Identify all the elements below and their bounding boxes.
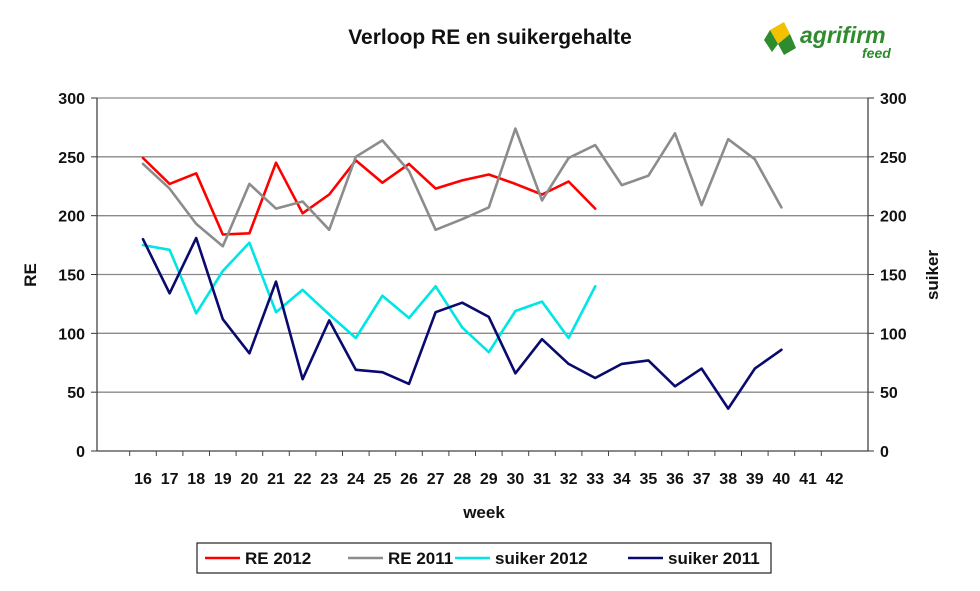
x-tick-label: 32 xyxy=(560,471,578,488)
x-tick-label: 18 xyxy=(187,471,205,488)
x-tick-label: 35 xyxy=(640,471,658,488)
legend-label: RE 2011 xyxy=(388,549,453,568)
x-tick-label: 17 xyxy=(161,471,179,488)
x-tick-label: 38 xyxy=(719,471,737,488)
x-tick-label: 23 xyxy=(320,471,338,488)
y-right-tick-label: 150 xyxy=(880,268,907,285)
legend: RE 2012 RE 2011 suiker 2012 suiker 2011 xyxy=(196,542,772,574)
y-left-tick-label: 250 xyxy=(58,150,85,167)
series-line-re-2012 xyxy=(141,156,597,236)
series-line-suiker-2011 xyxy=(141,236,783,410)
logo-mark-icon xyxy=(764,22,796,55)
x-tick-label: 40 xyxy=(773,471,791,488)
x-tick-label: 21 xyxy=(267,471,285,488)
x-tick-label: 19 xyxy=(214,471,232,488)
x-tick-label: 16 xyxy=(134,471,152,488)
logo-wordmark: agrifirm xyxy=(800,22,886,48)
x-tick-label: 34 xyxy=(613,471,631,488)
x-tick-label: 37 xyxy=(693,471,711,488)
y-axis-right-title: suiker xyxy=(923,250,942,300)
series-line-re-2011 xyxy=(141,127,783,248)
y-left-tick-label: 100 xyxy=(58,326,85,343)
y-right-tick-label: 0 xyxy=(880,444,889,461)
x-tick-label: 36 xyxy=(666,471,684,488)
series-line-suiker-2012 xyxy=(141,241,597,354)
y-right-tick-label: 200 xyxy=(880,209,907,226)
x-tick-label: 26 xyxy=(400,471,418,488)
y-right-tick-label: 250 xyxy=(880,150,907,167)
x-tick-label: 41 xyxy=(799,471,817,488)
y-right-tick-label: 50 xyxy=(880,385,898,402)
x-tick-label: 29 xyxy=(480,471,498,488)
y-axis-left-title: RE xyxy=(21,263,40,287)
y-left-tick-label: 0 xyxy=(76,444,85,461)
chart-title: Verloop RE en suikergehalte xyxy=(348,26,632,49)
y-right-tick-label: 100 xyxy=(880,326,907,343)
series-lines xyxy=(141,127,783,410)
x-tick-label: 42 xyxy=(826,471,844,488)
agrifirm-logo: agrifirm feed xyxy=(764,22,891,61)
grid xyxy=(97,97,868,393)
legend-label: suiker 2012 xyxy=(495,549,588,568)
x-tick-label: 39 xyxy=(746,471,764,488)
x-tick-label: 30 xyxy=(507,471,525,488)
axes: 0 50 100 150 200 250 300 0 50 100 150 200 250 300 16 17… xyxy=(58,91,907,488)
logo-subtext: feed xyxy=(862,45,891,61)
x-tick-label: 24 xyxy=(347,471,365,488)
x-axis-title: week xyxy=(462,503,505,522)
x-tick-label: 22 xyxy=(294,471,312,488)
y-left-tick-label: 300 xyxy=(58,91,85,108)
y-left-tick-label: 150 xyxy=(58,268,85,285)
y-right-tick-label: 300 xyxy=(880,91,907,108)
y-left-tick-label: 200 xyxy=(58,209,85,226)
x-tick-label: 20 xyxy=(241,471,259,488)
legend-label: suiker 2011 xyxy=(668,549,760,568)
x-tick-label: 28 xyxy=(453,471,471,488)
x-tick-label: 25 xyxy=(374,471,392,488)
x-tick-label: 33 xyxy=(586,471,604,488)
x-tick-label: 31 xyxy=(533,471,551,488)
legend-label: RE 2012 xyxy=(245,549,311,568)
y-left-tick-label: 50 xyxy=(67,385,85,402)
x-tick-label: 27 xyxy=(427,471,445,488)
